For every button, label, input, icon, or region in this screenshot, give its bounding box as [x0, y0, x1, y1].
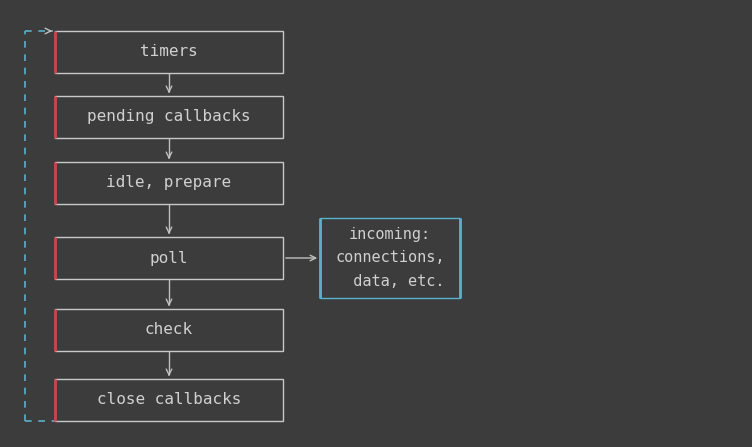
Text: timers: timers — [140, 45, 198, 59]
Bar — [55, 162, 283, 204]
Text: incoming:
connections,
  data, etc.: incoming: connections, data, etc. — [335, 227, 444, 289]
Text: pending callbacks: pending callbacks — [87, 110, 251, 125]
Text: idle, prepare: idle, prepare — [107, 176, 232, 190]
Bar — [55, 237, 283, 279]
Text: check: check — [145, 322, 193, 337]
Text: close callbacks: close callbacks — [97, 392, 241, 408]
Bar — [320, 218, 460, 298]
Bar — [55, 96, 283, 138]
Bar — [55, 31, 283, 73]
Text: poll: poll — [150, 250, 188, 266]
Bar — [55, 309, 283, 351]
Bar — [55, 379, 283, 421]
